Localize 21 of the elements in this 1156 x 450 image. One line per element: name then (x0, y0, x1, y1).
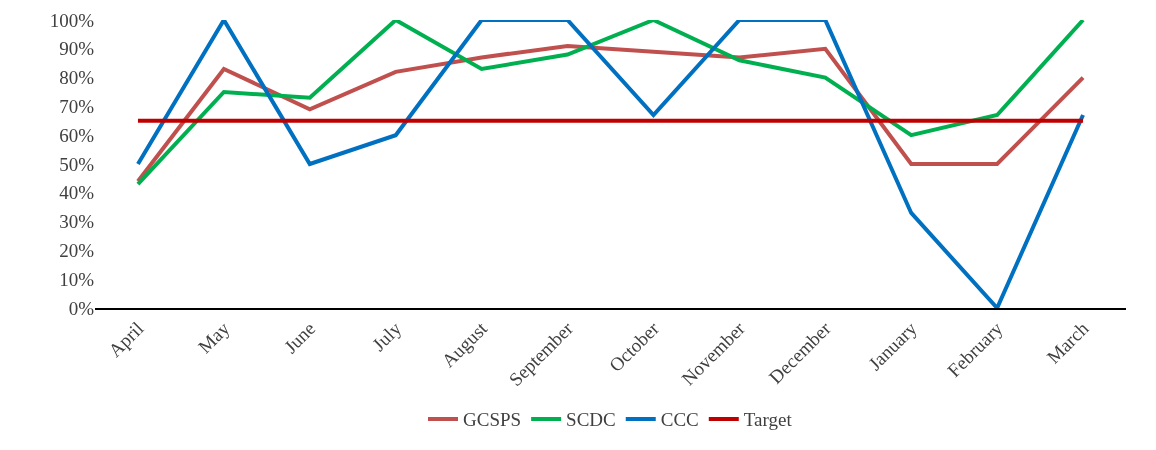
y-tick-label: 0% (68, 297, 95, 319)
x-tick-label: July (368, 317, 406, 355)
line-series (135, 43, 1086, 184)
line-series (135, 20, 1086, 308)
y-tick-label: 20% (59, 240, 95, 262)
legend-label: SCDC (566, 409, 616, 431)
x-tick-label: June (279, 317, 320, 358)
y-tick-label: 50% (59, 153, 95, 175)
legend-label: Target (743, 409, 793, 431)
y-tick-label: 80% (59, 67, 95, 89)
x-tick-label: May (193, 317, 234, 358)
line-series (135, 20, 1086, 187)
y-tick-label: 90% (59, 38, 95, 60)
y-tick-label: 100% (49, 9, 95, 31)
y-tick-label: 40% (59, 182, 95, 204)
y-tick-label: 30% (59, 211, 95, 233)
legend-label: CCC (660, 409, 699, 431)
y-tick-label: 60% (59, 124, 95, 146)
legend-label: GCSPS (463, 409, 522, 431)
y-tick-label: 70% (59, 96, 95, 118)
y-tick-label: 10% (59, 268, 95, 290)
